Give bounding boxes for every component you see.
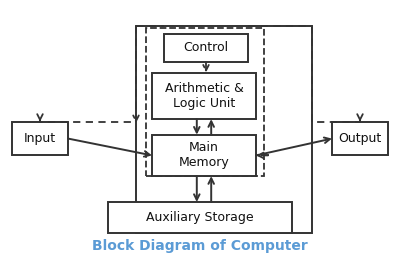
- Bar: [152, 73, 256, 119]
- Bar: [108, 202, 292, 233]
- Text: Auxiliary Storage: Auxiliary Storage: [146, 211, 254, 224]
- Text: Arithmetic &
Logic Unit: Arithmetic & Logic Unit: [164, 82, 244, 110]
- Text: Output: Output: [338, 132, 382, 145]
- Bar: [136, 26, 312, 233]
- Text: Block Diagram of Computer: Block Diagram of Computer: [92, 239, 308, 253]
- Bar: [164, 34, 248, 62]
- Text: Input: Input: [24, 132, 56, 145]
- Text: Main
Memory: Main Memory: [179, 141, 229, 169]
- Bar: [152, 135, 256, 176]
- Text: Control: Control: [184, 41, 228, 54]
- Bar: [146, 28, 264, 176]
- Bar: [12, 122, 68, 155]
- Bar: [332, 122, 388, 155]
